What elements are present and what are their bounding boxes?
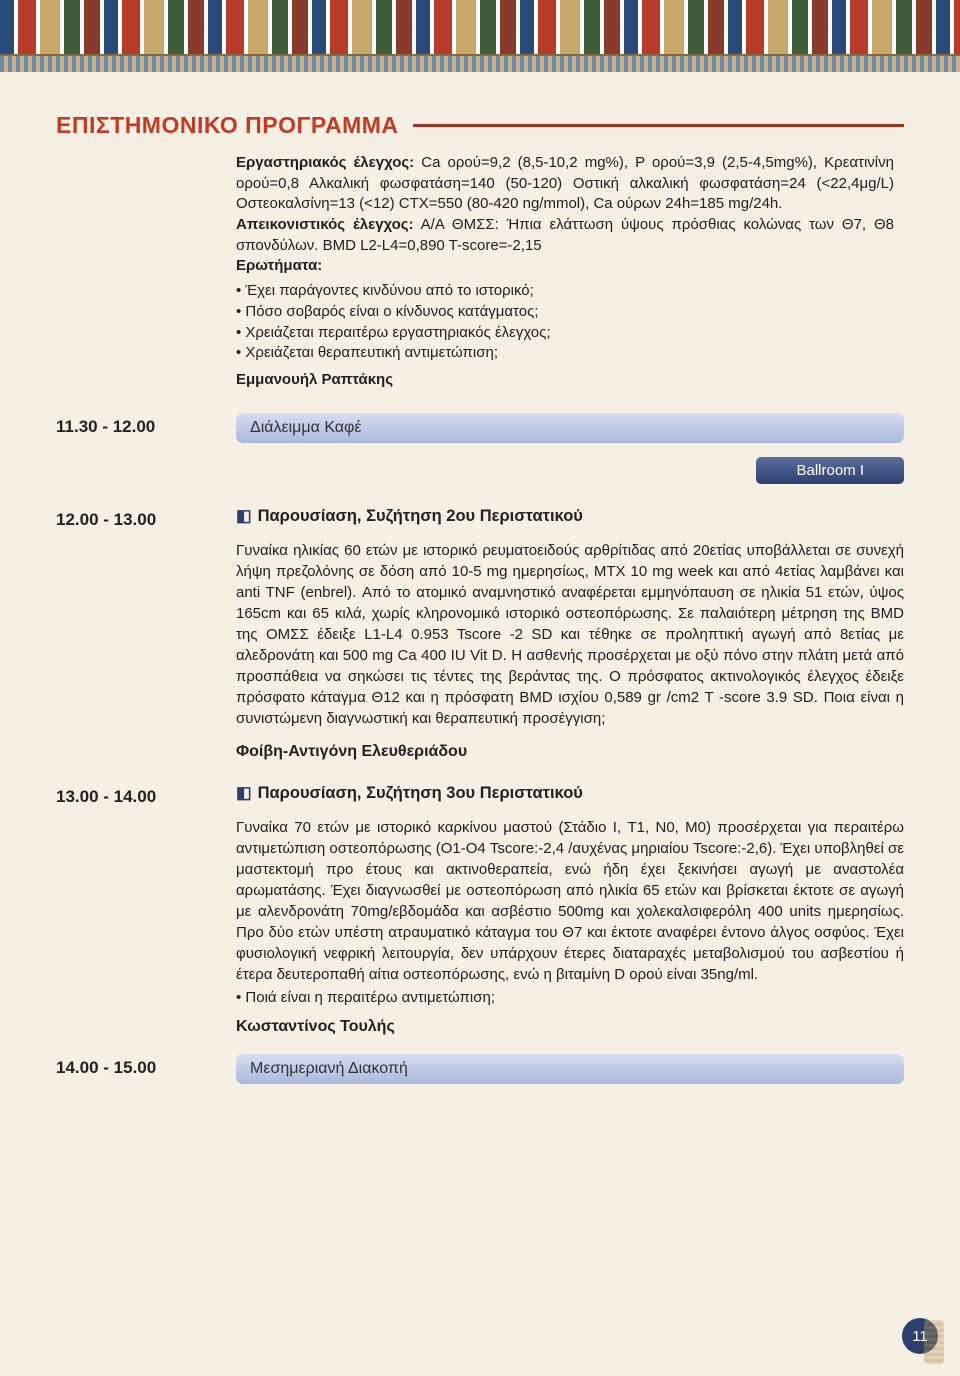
page-number-badge: 11 bbox=[902, 1318, 938, 1354]
marker-icon: ◧ bbox=[236, 507, 252, 525]
bullet-item: Έχει παράγοντες κινδύνου από το ιστορικό… bbox=[236, 281, 894, 302]
imaging-paragraph: Απεικονιστικός έλεγχος: Α/Α ΘΜΣΣ: Ήπια ε… bbox=[236, 215, 894, 256]
session-title: ◧ Παρουσίαση, Συζήτηση 3ου Περιστατικού bbox=[236, 783, 904, 803]
bullet-item: Χρειάζεται θεραπευτική αντιμετώπιση; bbox=[236, 343, 894, 364]
intro-block: Εργαστηριακός έλεγχος: Ca ορού=9,2 (8,5-… bbox=[236, 153, 894, 391]
questions-label: Ερωτήματα: bbox=[236, 256, 894, 277]
slot-case-3: 13.00 - 14.00 ◧ Παρουσίαση, Συζήτηση 3ου … bbox=[56, 783, 904, 1036]
case3-body-text: Γυναίκα 70 ετών με ιστορικό καρκίνου μασ… bbox=[236, 819, 904, 983]
session-title: ◧ Παρουσίαση, Συζήτηση 2ου Περιστατικού bbox=[236, 506, 904, 526]
imaging-label: Απεικονιστικός έλεγχος: bbox=[236, 216, 414, 233]
time-label: 11.30 - 12.00 bbox=[56, 413, 236, 437]
time-label: 14.00 - 15.00 bbox=[56, 1054, 236, 1078]
ballroom-tag: Ballroom I bbox=[756, 457, 904, 484]
intro-bullets: Έχει παράγοντες κινδύνου από το ιστορικό… bbox=[236, 281, 894, 364]
section-rule bbox=[413, 124, 904, 127]
session-title-text: Παρουσίαση, Συζήτηση 3ου Περιστατικού bbox=[258, 784, 583, 802]
bullet-item: Χρειάζεται περαιτέρω εργαστηριακός έλεγχ… bbox=[236, 323, 894, 344]
lunch-break-pill: Μεσημεριανή Διακοπή bbox=[236, 1054, 904, 1084]
case2-author: Φοίβη-Αντιγόνη Ελευθεριάδου bbox=[236, 743, 904, 761]
page-content: ΕΠΙΣΤΗΜΟΝΙΚΟ ΠΡΟΓΡΑΜΜΑ Εργαστηριακός έλε… bbox=[0, 72, 960, 1114]
session-title-text: Παρουσίαση, Συζήτηση 2ου Περιστατικού bbox=[258, 507, 583, 525]
slot-lunch-break: 14.00 - 15.00 Μεσημεριανή Διακοπή bbox=[56, 1054, 904, 1084]
slot-coffee-break: 11.30 - 12.00 Διάλειμμα Καφέ bbox=[56, 413, 904, 443]
marker-icon: ◧ bbox=[236, 784, 252, 802]
bullet-item: Πόσο σοβαρός είναι ο κίνδυνος κατάγματος… bbox=[236, 302, 894, 323]
ballroom-row: Ballroom I bbox=[56, 443, 904, 484]
section-header-row: ΕΠΙΣΤΗΜΟΝΙΚΟ ΠΡΟΓΡΑΜΜΑ bbox=[56, 112, 904, 139]
case3-author: Κωσταντίνος Τουλής bbox=[236, 1018, 904, 1036]
section-title: ΕΠΙΣΤΗΜΟΝΙΚΟ ΠΡΟΓΡΑΜΜΑ bbox=[56, 112, 399, 139]
time-label: 12.00 - 13.00 bbox=[56, 506, 236, 530]
case3-body: Γυναίκα 70 ετών με ιστορικό καρκίνου μασ… bbox=[236, 817, 904, 1008]
case3-bullet: Ποιά είναι η περαιτέρω αντιμετώπιση; bbox=[236, 987, 904, 1008]
lab-paragraph: Εργαστηριακός έλεγχος: Ca ορού=9,2 (8,5-… bbox=[236, 153, 894, 215]
case2-body: Γυναίκα ηλικίας 60 ετών με ιστορικό ρευμ… bbox=[236, 540, 904, 729]
slot-case-2: 12.00 - 13.00 ◧ Παρουσίαση, Συζήτηση 2ου … bbox=[56, 506, 904, 761]
decorative-top-band bbox=[0, 0, 960, 72]
lab-label: Εργαστηριακός έλεγχος: bbox=[236, 154, 414, 171]
time-label: 13.00 - 14.00 bbox=[56, 783, 236, 807]
intro-author: Εμμανουήλ Ραπτάκης bbox=[236, 370, 894, 391]
coffee-break-pill: Διάλειμμα Καφέ bbox=[236, 413, 904, 443]
